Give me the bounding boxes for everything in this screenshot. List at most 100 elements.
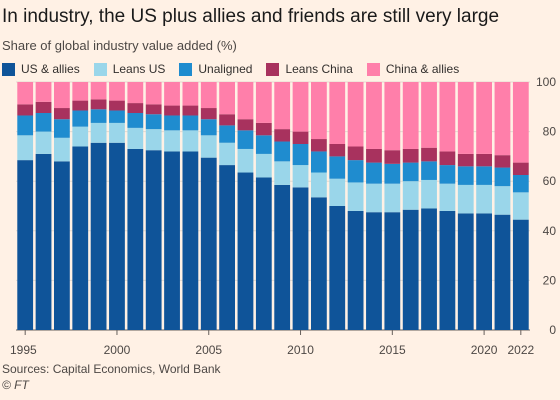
bar-segment-unaligned-2003 <box>164 115 180 131</box>
bar-segment-china-allies-2020 <box>476 82 492 154</box>
bar-segment-leans-us-2016 <box>402 181 419 210</box>
bar-segment-leans-china-2011 <box>311 139 327 152</box>
bar-segment-us-allies-1999 <box>90 142 107 330</box>
bar-segment-leans-us-1996 <box>35 131 52 154</box>
bar-segment-us-allies-2010 <box>292 187 309 330</box>
legend-label: US & allies <box>21 62 80 76</box>
bar-segment-us-allies-2009 <box>274 184 291 330</box>
bar-segment-leans-china-1995 <box>17 104 34 116</box>
legend-swatch <box>2 62 15 76</box>
chart-legend: US & allies Leans US Unaligned Leans China C… <box>2 62 473 76</box>
bar-segment-leans-us-1998 <box>72 126 89 147</box>
bar-segment-china-allies-2013 <box>347 82 364 147</box>
bar-segment-leans-us-2022 <box>512 192 529 220</box>
bar-segment-us-allies-2001 <box>127 148 144 330</box>
bar-segment-us-allies-2015 <box>384 212 401 330</box>
bar-segment-leans-us-2003 <box>164 130 180 152</box>
bar-segment-unaligned-2018 <box>439 165 456 184</box>
legend-swatch <box>266 62 280 76</box>
bar-segment-unaligned-2004 <box>182 115 199 131</box>
source-note: Sources: Capital Economics, World Bank <box>2 362 221 376</box>
bar-segment-unaligned-1998 <box>72 110 89 127</box>
bar-segment-leans-us-2012 <box>329 178 346 206</box>
bar-segment-unaligned-2006 <box>219 125 235 143</box>
bar-segment-us-allies-2006 <box>219 165 235 330</box>
bar-segment-leans-us-2009 <box>274 161 291 185</box>
chart-subtitle: Share of global industry value added (%) <box>2 38 237 53</box>
bar-segment-unaligned-1996 <box>35 113 52 132</box>
bar-segment-leans-china-2019 <box>457 153 474 167</box>
bar-segment-leans-us-2011 <box>311 172 327 198</box>
legend-item-leans-china: Leans China <box>266 62 353 76</box>
bar-segment-china-allies-2007 <box>237 82 254 120</box>
bar-segment-us-allies-2011 <box>311 197 327 330</box>
legend-item-china-allies: China & allies <box>366 62 460 76</box>
bar-segment-unaligned-2019 <box>457 166 474 185</box>
bar-segment-leans-us-2020 <box>476 184 492 214</box>
x-tick-label: 2015 <box>379 343 406 357</box>
bar-segment-china-allies-2016 <box>402 82 419 149</box>
bar-segment-unaligned-2022 <box>512 175 529 193</box>
bar-segment-leans-us-2002 <box>145 129 162 151</box>
bar-segment-china-allies-1997 <box>54 82 70 109</box>
legend-label: Leans US <box>112 62 166 76</box>
bar-segment-us-allies-2018 <box>439 210 456 330</box>
bar-segment-leans-us-2015 <box>384 183 401 213</box>
bar-segment-us-allies-2005 <box>200 157 217 330</box>
bar-segment-leans-china-2013 <box>347 146 364 161</box>
legend-label: China & allies <box>385 62 460 76</box>
bar-segment-china-allies-2019 <box>457 82 474 154</box>
bar-segment-china-allies-2022 <box>512 82 529 163</box>
bar-segment-leans-us-2008 <box>255 153 272 178</box>
bar-segment-unaligned-2016 <box>402 162 419 182</box>
bar-segment-china-allies-1998 <box>72 82 89 101</box>
bar-segment-unaligned-1999 <box>90 109 107 123</box>
y-tick-label: 20 <box>543 273 557 287</box>
bar-segment-us-allies-2003 <box>164 151 180 330</box>
x-tick-label: 2022 <box>507 343 534 357</box>
bar-segment-leans-us-2005 <box>200 135 217 158</box>
bar-segment-leans-china-2005 <box>200 108 217 120</box>
bar-segment-unaligned-2010 <box>292 144 309 166</box>
bar-segment-unaligned-2011 <box>311 151 327 173</box>
legend-swatch <box>366 62 380 76</box>
x-tick-label: 2020 <box>471 343 498 357</box>
bar-segment-china-allies-1996 <box>35 82 52 102</box>
bar-segment-leans-us-2004 <box>182 130 199 152</box>
legend-swatch <box>93 62 107 76</box>
bar-segment-leans-china-1996 <box>35 101 52 113</box>
bar-segment-us-allies-1997 <box>54 161 70 330</box>
bar-segment-us-allies-2017 <box>421 208 437 330</box>
bar-segment-unaligned-2001 <box>127 113 144 128</box>
bar-segment-china-allies-2018 <box>439 82 456 152</box>
bar-segment-unaligned-2020 <box>476 166 492 185</box>
bar-segment-unaligned-2017 <box>421 161 437 180</box>
bar-segment-us-allies-1998 <box>72 146 89 330</box>
bar-segment-us-allies-2000 <box>109 142 125 330</box>
bar-segment-leans-china-2015 <box>384 150 401 164</box>
bar-segment-unaligned-2005 <box>200 119 217 136</box>
bar-segment-leans-china-2014 <box>366 148 382 163</box>
bar-segment-leans-us-2001 <box>127 127 144 149</box>
bar-segment-leans-us-2000 <box>109 122 125 143</box>
bar-segment-china-allies-2011 <box>311 82 327 140</box>
bar-segment-leans-us-2013 <box>347 182 364 211</box>
bar-segment-unaligned-1995 <box>17 115 34 136</box>
bar-segment-china-allies-2010 <box>292 82 309 132</box>
x-tick-label: 2000 <box>104 343 131 357</box>
bar-segment-leans-china-2008 <box>255 122 272 136</box>
bar-segment-us-allies-1995 <box>17 160 34 330</box>
bar-segment-leans-us-2018 <box>439 183 456 211</box>
bar-segment-unaligned-2009 <box>274 141 291 162</box>
bar-segment-leans-china-2004 <box>182 105 199 116</box>
bar-segment-leans-china-2016 <box>402 148 419 163</box>
bar-segment-china-allies-2000 <box>109 82 125 101</box>
bar-segment-leans-us-1997 <box>54 137 70 162</box>
bar-segment-leans-us-2007 <box>237 148 254 173</box>
legend-swatch <box>179 62 193 76</box>
bar-segment-leans-china-1999 <box>90 99 107 110</box>
bar-segment-leans-us-2021 <box>494 186 511 215</box>
bar-segment-leans-china-2012 <box>329 144 346 157</box>
y-tick-label: 0 <box>549 323 556 337</box>
